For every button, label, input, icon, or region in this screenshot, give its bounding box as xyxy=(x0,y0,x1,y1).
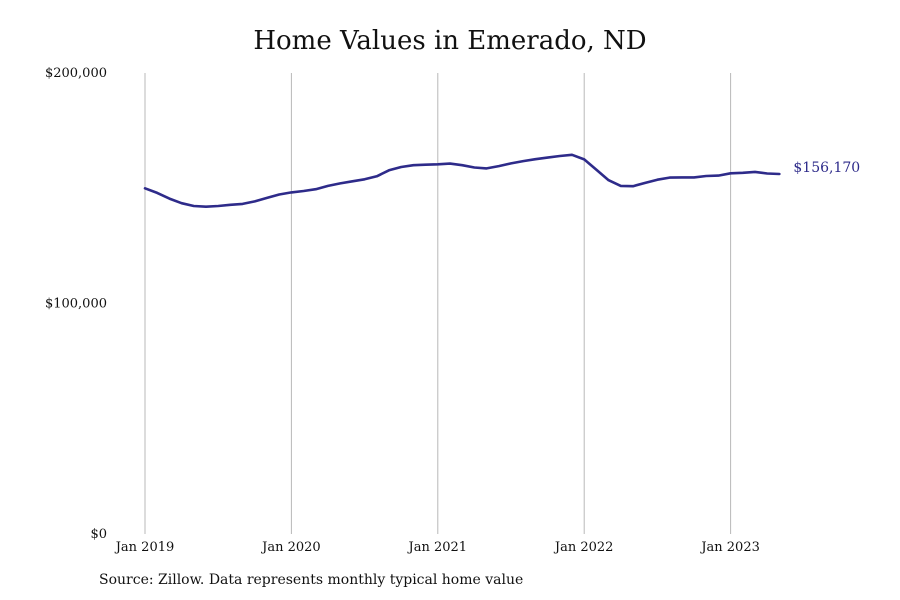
source-note: Source: Zillow. Data represents monthly … xyxy=(99,572,524,588)
x-tick-label: Jan 2019 xyxy=(114,540,175,555)
chart-title: Home Values in Emerado, ND xyxy=(253,26,647,56)
x-tick-label: Jan 2020 xyxy=(260,540,321,555)
grid-lines xyxy=(144,73,732,534)
end-value-label: $156,170 xyxy=(793,160,860,176)
end-label-layer: $156,170 xyxy=(793,160,860,176)
x-tick-label: Jan 2022 xyxy=(553,540,614,555)
x-axis-ticks: Jan 2019 Jan 2020 Jan 2021 Jan 2022 Jan 2023 xyxy=(114,540,760,555)
series-layer xyxy=(143,153,781,208)
y-tick-label: $100,000 xyxy=(45,297,107,312)
x-tick-label: Jan 2021 xyxy=(407,540,468,555)
y-tick-label: $200,000 xyxy=(45,66,107,81)
x-tick-label: Jan 2023 xyxy=(699,540,760,555)
y-axis-ticks: $0 $100,000 $200,000 xyxy=(45,66,107,542)
y-tick-label: $0 xyxy=(90,527,107,542)
series-line xyxy=(143,153,781,208)
